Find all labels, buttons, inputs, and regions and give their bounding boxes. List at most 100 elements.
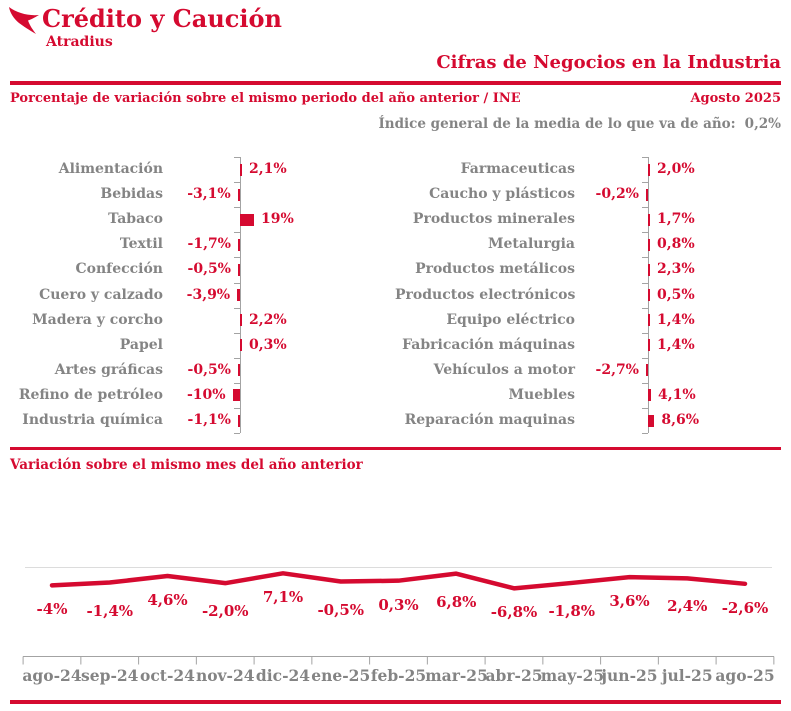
header-divider	[10, 81, 781, 85]
bar	[648, 289, 650, 301]
line-value-label: 0,3%	[378, 595, 419, 614]
bar-value-label: -1,7%	[187, 236, 231, 253]
axis-tick	[234, 182, 240, 184]
bar-value-label: 1,4%	[657, 336, 695, 353]
bar	[648, 314, 650, 327]
bar-category-label: Tabaco	[108, 211, 163, 228]
axis-tick	[234, 282, 240, 284]
line-value-label: -6,8%	[490, 603, 538, 622]
bar-category-label: Productos metálicos	[415, 261, 575, 278]
x-axis-label: mar-25	[425, 666, 488, 685]
bar-category-label: Papel	[119, 336, 163, 353]
bar	[646, 188, 648, 201]
bar	[240, 163, 242, 176]
bar-value-label: -1,1%	[187, 412, 231, 428]
bar-value-label: -10%	[187, 386, 226, 403]
x-axis-label: abr-25	[485, 666, 543, 685]
x-axis-label: ene-25	[311, 666, 371, 685]
bar-value-label: 0,5%	[657, 286, 695, 303]
bar-category-label: Productos minerales	[412, 211, 575, 228]
bar-value-label: 4,1%	[658, 386, 696, 403]
line-value-label: -2,6%	[721, 598, 769, 617]
bar-category-label: Artes gráficas	[54, 361, 163, 378]
bar-value-label: 1,7%	[657, 211, 695, 228]
bar	[646, 364, 648, 377]
page-title: Cifras de Negocios en la Industria	[436, 52, 781, 73]
axis-tick	[642, 232, 648, 234]
bar	[240, 213, 255, 226]
section2-title: Variación sobre el mismo mes del año ant…	[10, 457, 363, 473]
bar	[648, 238, 650, 251]
section1-title: Porcentaje de variación sobre el mismo p…	[10, 91, 521, 106]
brand-name: Crédito y Caución	[42, 4, 282, 33]
axis-tick	[234, 232, 240, 234]
brand-bird-icon	[9, 7, 39, 34]
line-value-label: 2,4%	[667, 597, 708, 616]
axis-tick	[234, 257, 240, 259]
bar-value-label: 2,0%	[657, 161, 695, 177]
line-value-label: -1,4%	[86, 601, 134, 620]
x-axis-label: sep-24	[81, 666, 139, 685]
axis-tick	[642, 433, 648, 435]
bar	[648, 339, 650, 352]
bar-chart-left: Alimentación 2,1% Bebidas -3,1% Tabaco 19% Tex…	[0, 157, 395, 435]
bar	[240, 339, 242, 352]
bar-category-label: Muebles	[508, 386, 575, 403]
bar-category-label: Farmaceuticas	[460, 161, 575, 177]
bar-value-label: -3,9%	[186, 286, 231, 303]
bar-category-label: Fabricación máquinas	[402, 336, 575, 353]
axis-tick	[642, 257, 648, 259]
axis-tick	[642, 382, 648, 384]
bar	[648, 163, 650, 176]
trend-line	[49, 571, 748, 591]
bar-category-label: Reparación maquinas	[404, 412, 575, 428]
axis-tick	[642, 157, 648, 158]
line-value-label: -4%	[36, 600, 68, 619]
footer-divider	[10, 700, 781, 704]
bar-value-label: 2,1%	[249, 161, 287, 177]
bar-chart-right: Farmaceuticas 2,0% Caucho y plásticos -0,2%…	[395, 157, 791, 435]
ytd-index-label: Índice general de la media de lo que va …	[378, 116, 736, 132]
bar-category-label: Textil	[119, 236, 163, 253]
bar	[240, 314, 242, 327]
brand-subname: Atradius	[46, 34, 113, 50]
bar-value-label: 0,3%	[249, 336, 287, 353]
bar	[237, 289, 240, 301]
axis-tick	[642, 307, 648, 309]
axis-tick	[234, 307, 240, 309]
bar	[238, 414, 240, 427]
axis-tick	[642, 282, 648, 284]
section-divider	[10, 447, 781, 450]
line-value-label: -2,0%	[201, 602, 249, 621]
bar-value-label: 8,6%	[661, 412, 700, 428]
x-axis-label: dic-24	[255, 666, 311, 685]
x-axis-label: ago-25	[715, 666, 775, 685]
bar-category-label: Vehículos a motor	[433, 361, 575, 378]
period-label: Agosto 2025	[690, 91, 781, 106]
bar	[648, 389, 652, 402]
axis-tick	[642, 408, 648, 409]
bar-category-label: Confección	[75, 261, 163, 278]
line-value-label: -0,5%	[317, 600, 365, 619]
bar-value-label: 1,4%	[657, 311, 695, 328]
x-axis-label: ago-24	[22, 666, 82, 685]
bar-value-label: -3,1%	[187, 186, 231, 203]
axis-tick	[234, 157, 240, 158]
bar-category-label: Caucho y plásticos	[429, 186, 575, 203]
axis-tick	[234, 332, 240, 334]
bar	[238, 263, 240, 276]
line-value-label: 4,6%	[147, 591, 188, 610]
line-value-label: 3,6%	[609, 592, 650, 611]
bar-value-label: -0,2%	[595, 186, 639, 203]
axis-tick	[234, 207, 240, 209]
line-value-label: 7,1%	[262, 588, 304, 607]
line-value-label: 6,8%	[436, 592, 477, 611]
bar	[648, 414, 655, 427]
bar-category-label: Alimentación	[58, 161, 163, 177]
bar-category-label: Equipo eléctrico	[446, 311, 575, 328]
x-axis-label: feb-25	[370, 666, 427, 685]
axis-tick	[234, 357, 240, 359]
bar-category-label: Madera y corcho	[32, 311, 163, 328]
x-axis-label: may-25	[540, 666, 605, 685]
